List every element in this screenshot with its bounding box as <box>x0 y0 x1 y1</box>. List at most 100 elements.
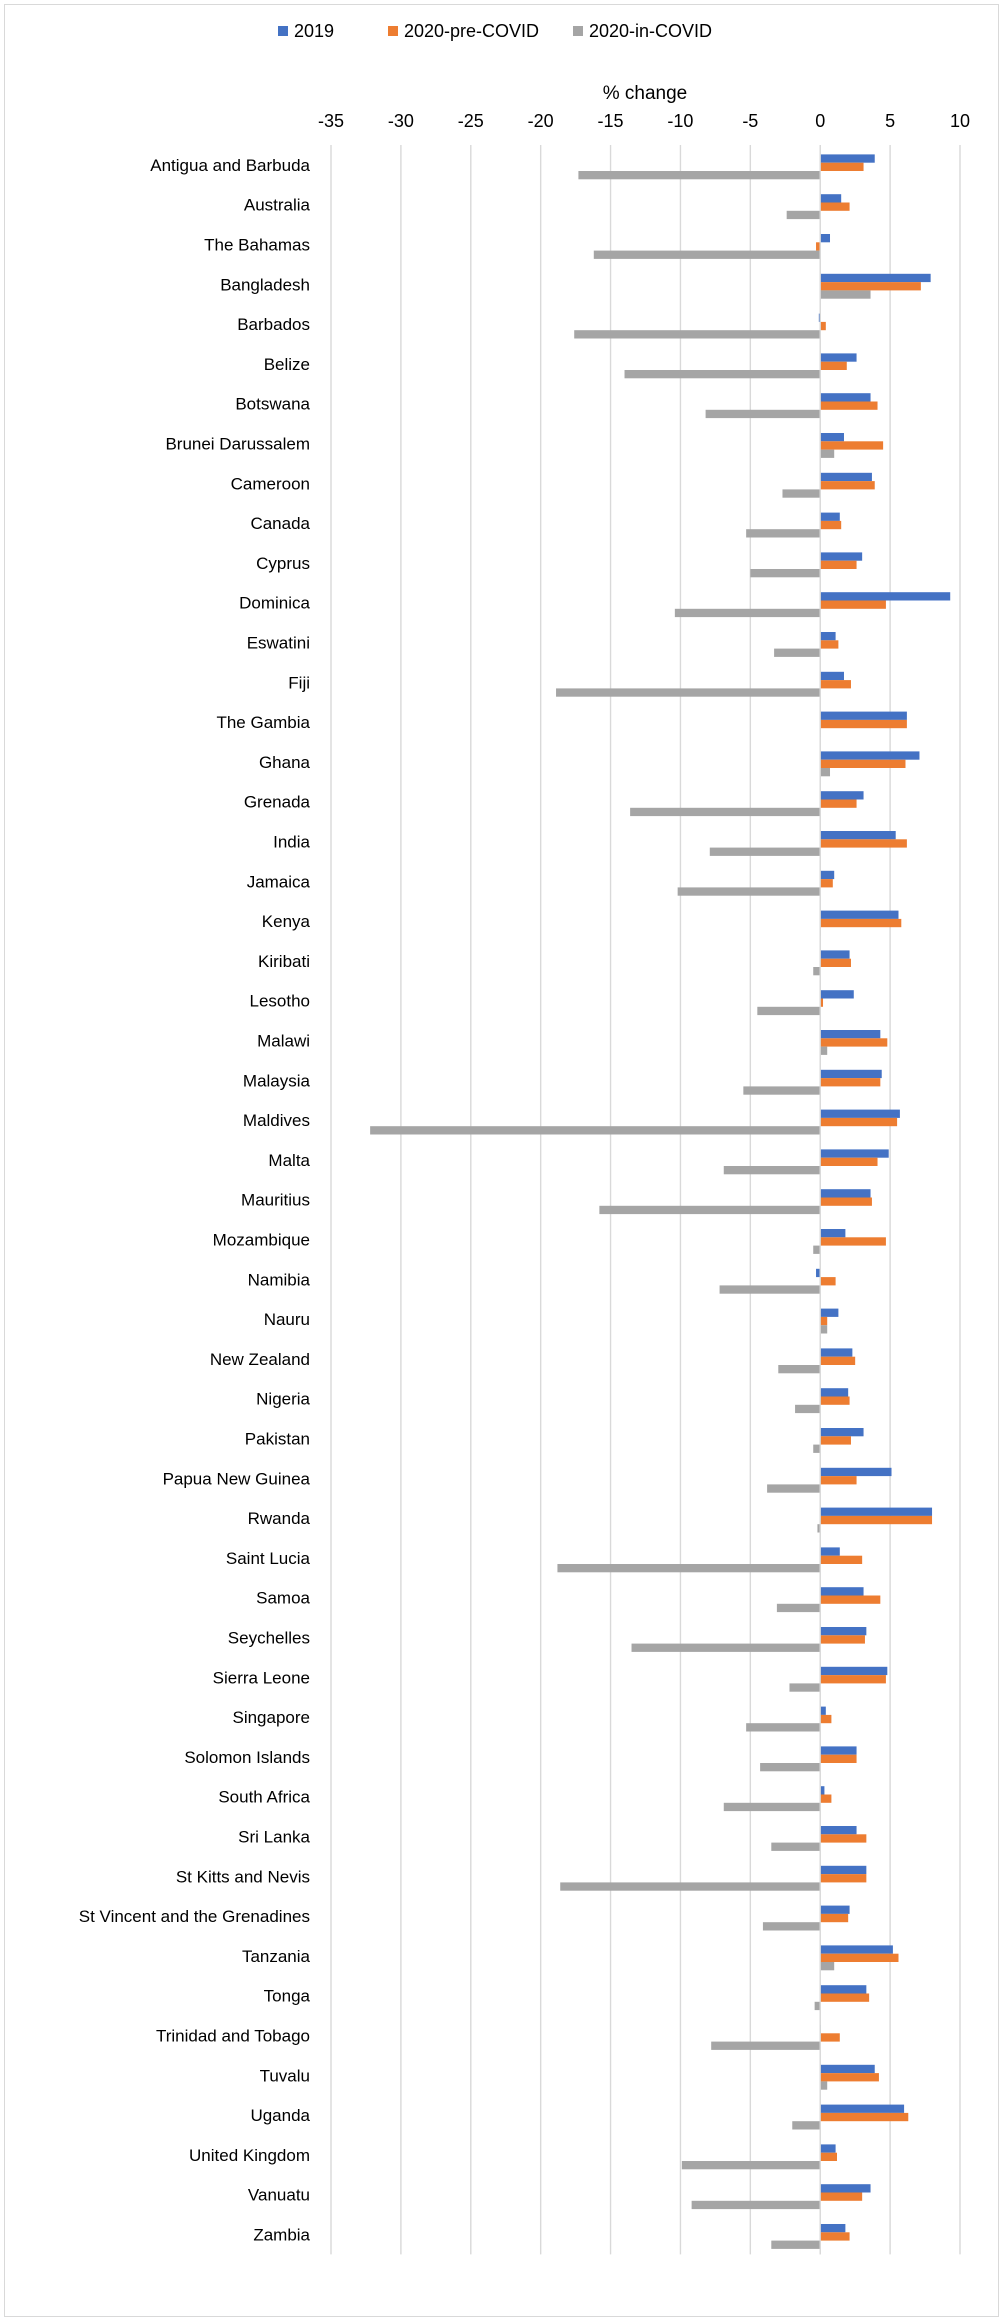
bar-eswatini-2019 <box>820 632 836 641</box>
bar-kiribati-2019 <box>820 950 850 959</box>
bar-australia-2019 <box>820 194 842 203</box>
bar-tanzania-2019 <box>820 1945 893 1954</box>
bar-namibia-2019 <box>816 1268 821 1278</box>
bar-ghana-2020-pre-covid <box>820 759 906 768</box>
bar-tonga-2019 <box>820 1985 867 1994</box>
bar-dominica-2020-pre-covid <box>820 600 886 609</box>
bar-uganda-2020-in-covid <box>792 2121 821 2130</box>
bar-lesotho-2020-pre-covid <box>820 998 824 1007</box>
bar-grenada-2020-pre-covid <box>820 799 857 808</box>
bar-mozambique-2019 <box>820 1229 846 1238</box>
bar-namibia-2020-in-covid <box>719 1285 821 1294</box>
bar-barbados-2020-in-covid <box>574 330 821 339</box>
bar-mozambique-2020-pre-covid <box>820 1237 886 1246</box>
category-label-zambia: Zambia <box>253 2226 310 2245</box>
category-label-uganda: Uganda <box>250 2106 310 2125</box>
bar-samoa-2020-in-covid <box>776 1603 821 1613</box>
bar-seychelles-2020-pre-covid <box>820 1635 865 1644</box>
category-label-vanuatu: Vanuatu <box>248 2186 310 2205</box>
category-label-united-kingdom: United Kingdom <box>189 2146 310 2165</box>
bar-malaysia-2020-pre-covid <box>820 1078 881 1087</box>
bar-nauru-2019 <box>820 1308 839 1317</box>
legend-label-2020-pre-covid: 2020-pre-COVID <box>404 21 539 41</box>
bar-cameroon-2019 <box>820 472 872 482</box>
category-label-saint-lucia: Saint Lucia <box>226 1549 311 1568</box>
bar-botswana-2019 <box>820 393 871 402</box>
bar-grenada-2020-in-covid <box>630 807 821 817</box>
bar-antigua-and-barbuda-2020-pre-covid <box>820 162 864 171</box>
category-label-samoa: Samoa <box>256 1589 310 1608</box>
bar-zambia-2019 <box>820 2224 846 2233</box>
category-label-dominica: Dominica <box>239 594 310 613</box>
bar-maldives-2020-in-covid <box>370 1126 821 1135</box>
category-label-seychelles: Seychelles <box>228 1629 310 1648</box>
category-label-bangladesh: Bangladesh <box>220 275 310 294</box>
bar-kiribati-2020-in-covid <box>813 967 821 976</box>
legend-swatch-2020-pre-covid <box>388 26 398 36</box>
category-label-tonga: Tonga <box>264 1987 311 2006</box>
bar-fiji-2019 <box>820 671 844 681</box>
category-label-ghana: Ghana <box>259 753 311 772</box>
bar-malaysia-2020-in-covid <box>743 1086 821 1095</box>
bar-st-vincent-and-the-grenadines-2020-in-covid <box>762 1922 821 1931</box>
x-tick-label-v-20: -20 <box>528 111 554 131</box>
bar-sierra-leone-2020-pre-covid <box>820 1675 886 1684</box>
bar-mozambique-2020-in-covid <box>813 1245 821 1254</box>
bar-cameroon-2020-pre-covid <box>820 481 875 490</box>
bar-eswatini-2020-in-covid <box>774 648 821 657</box>
x-tick-label-v-10: -10 <box>667 111 693 131</box>
bar-australia-2020-pre-covid <box>820 202 850 211</box>
bar-brunei-darussalem-2020-pre-covid <box>820 441 884 450</box>
bar-malta-2020-in-covid <box>723 1166 821 1175</box>
bar-south-africa-2020-in-covid <box>723 1802 821 1812</box>
bar-jamaica-2019 <box>820 870 835 880</box>
category-label-malta: Malta <box>268 1151 310 1170</box>
bar-nauru-2020-in-covid <box>820 1325 828 1334</box>
bar-tanzania-2020-pre-covid <box>820 1953 899 1962</box>
x-axis-title: % change <box>603 83 688 104</box>
x-tick-label-v-25: -25 <box>458 111 484 131</box>
bar-kenya-2020-pre-covid <box>820 918 902 928</box>
bar-india-2020-in-covid <box>709 847 821 856</box>
category-label-cyprus: Cyprus <box>256 554 310 573</box>
category-label-grenada: Grenada <box>244 793 311 812</box>
category-label-st-kitts-and-nevis: St Kitts and Nevis <box>176 1867 310 1886</box>
legend-label-2020-in-covid: 2020-in-COVID <box>589 21 712 41</box>
bar-jamaica-2020-pre-covid <box>820 879 833 888</box>
bar-malawi-2019 <box>820 1030 881 1039</box>
bar-grenada-2019 <box>820 791 864 800</box>
bar-pakistan-2020-pre-covid <box>820 1436 851 1445</box>
bar-india-2020-pre-covid <box>820 839 907 848</box>
bar-eswatini-2020-pre-covid <box>820 640 839 649</box>
bar-ghana-2020-in-covid <box>820 768 831 777</box>
legend-swatch-2020-in-covid <box>573 26 583 36</box>
bar-saint-lucia-2020-pre-covid <box>820 1555 863 1564</box>
bar-maldives-2020-pre-covid <box>820 1117 898 1127</box>
category-label-barbados: Barbados <box>237 315 310 334</box>
bar-pakistan-2020-in-covid <box>813 1444 821 1453</box>
category-label-india: India <box>273 833 310 852</box>
bar-saint-lucia-2020-in-covid <box>557 1564 821 1573</box>
x-tick-label-v-30: -30 <box>388 111 414 131</box>
bar-bangladesh-2019 <box>820 273 931 283</box>
bar-dominica-2020-in-covid <box>674 608 821 618</box>
category-label-belize: Belize <box>264 355 310 374</box>
bar-tuvalu-2020-pre-covid <box>820 2073 879 2082</box>
bar-malta-2020-pre-covid <box>820 1157 878 1166</box>
bar-cyprus-2020-in-covid <box>750 569 821 578</box>
x-tick-label-v5: 5 <box>885 111 895 131</box>
bar-uganda-2019 <box>820 2104 905 2113</box>
category-label-nigeria: Nigeria <box>256 1390 310 1409</box>
bar-the-gambia-2020-pre-covid <box>820 719 907 729</box>
legend-swatch-2019 <box>278 26 288 36</box>
category-label-mozambique: Mozambique <box>213 1231 310 1250</box>
bar-rwanda-2019 <box>820 1507 933 1516</box>
bar-singapore-2020-pre-covid <box>820 1714 832 1724</box>
category-label-kiribati: Kiribati <box>258 952 310 971</box>
category-label-papua-new-guinea: Papua New Guinea <box>163 1469 311 1488</box>
bar-barbados-2020-pre-covid <box>820 321 826 331</box>
bar-rwanda-2020-pre-covid <box>820 1515 933 1525</box>
bar-cameroon-2020-in-covid <box>782 489 821 498</box>
bar-united-kingdom-2020-in-covid <box>681 2161 821 2170</box>
